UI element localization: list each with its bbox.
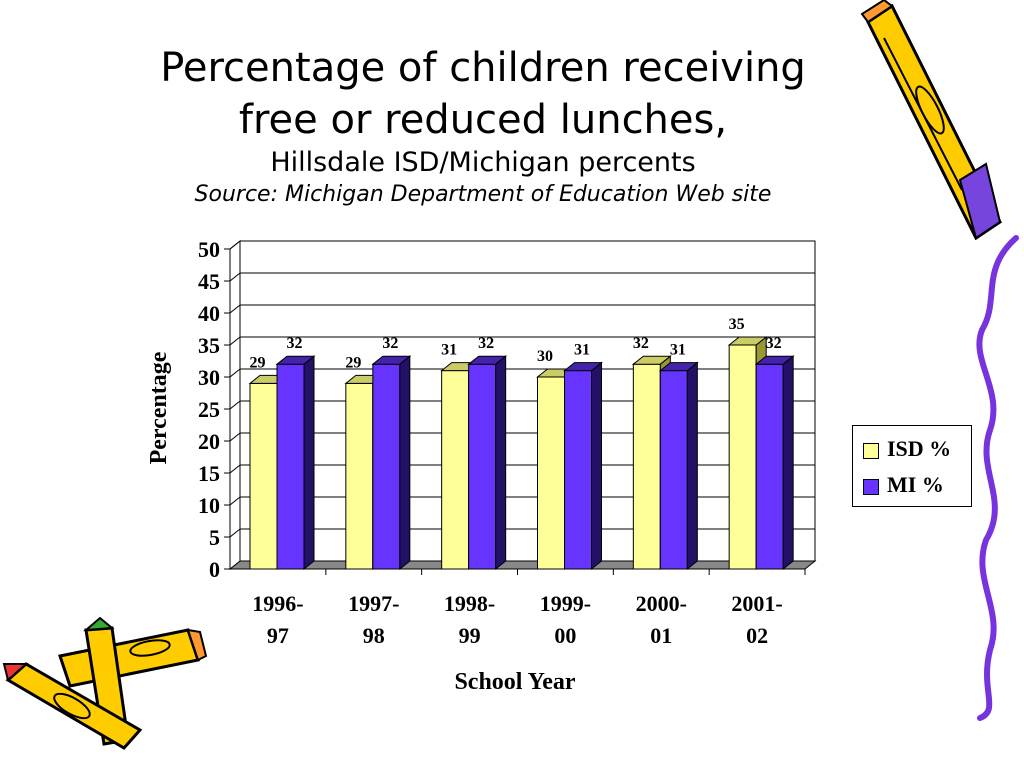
y-tick-label: 35 xyxy=(198,333,220,358)
y-tick-label: 5 xyxy=(209,525,220,550)
x-tick-label: 97 xyxy=(267,623,289,648)
x-tick-label: 1997- xyxy=(348,591,399,616)
gridline-side xyxy=(229,400,241,410)
y-tick-label: 10 xyxy=(198,493,220,518)
y-tick-label: 45 xyxy=(198,269,220,294)
gridline-side xyxy=(229,432,241,442)
chart-title-line-1: Percentage of children receiving xyxy=(160,45,806,91)
data-label: 32 xyxy=(382,335,398,352)
bar-top xyxy=(275,355,316,365)
data-label: 29 xyxy=(345,354,361,371)
bar-isd xyxy=(728,344,757,570)
y-tick-label: 20 xyxy=(198,429,220,454)
bar-side xyxy=(399,355,411,571)
chart-legend: ISD % MI % xyxy=(852,425,972,507)
bar-mi xyxy=(755,363,784,570)
bar-top xyxy=(727,336,768,346)
bar-top xyxy=(658,362,699,372)
bar-isd xyxy=(537,376,565,570)
gridline-side xyxy=(229,240,241,250)
gridline-side xyxy=(229,464,241,474)
bar-isd xyxy=(249,382,278,570)
y-tick-label: 15 xyxy=(198,461,220,486)
bar-mi xyxy=(564,370,592,570)
gridline-side xyxy=(229,368,241,378)
chart-subtitle: Hillsdale ISD/Michigan percents xyxy=(270,147,696,178)
pencil-icon xyxy=(860,0,1002,241)
bar-mi xyxy=(468,363,497,570)
chart-floor xyxy=(228,560,817,570)
legend-item-isd: ISD % xyxy=(863,436,951,462)
bar-top xyxy=(754,355,795,365)
x-tick-label: 2001- xyxy=(731,591,782,616)
chart-source: Source: Michigan Department of Education… xyxy=(194,182,772,207)
legend-swatch-isd xyxy=(863,442,879,459)
bar-side xyxy=(495,355,507,571)
x-tick-label: 1999- xyxy=(540,591,591,616)
y-axis-title: Percentage xyxy=(146,351,172,464)
x-tick-label: 02 xyxy=(746,623,768,648)
bar-mi xyxy=(276,363,305,570)
y-tick-label: 50 xyxy=(198,237,220,262)
bar-isd xyxy=(632,363,661,570)
gridline-side xyxy=(229,496,241,506)
bar-mi xyxy=(659,370,688,570)
gridline-side xyxy=(229,528,241,538)
squiggle-decoration xyxy=(976,235,1019,721)
bar-isd xyxy=(345,382,374,570)
gridline-side xyxy=(229,336,241,346)
bar-side xyxy=(686,361,698,571)
x-tick-label: 99 xyxy=(459,623,481,648)
gridline-side xyxy=(229,272,241,282)
bar-side xyxy=(782,355,794,571)
x-tick-label: 2000- xyxy=(636,591,687,616)
crayon-icon xyxy=(2,616,208,750)
bar-top xyxy=(563,362,603,372)
data-label: 35 xyxy=(729,316,745,333)
legend-label-isd: ISD % xyxy=(887,436,952,461)
y-tick-label: 30 xyxy=(198,365,220,390)
x-axis-title: School Year xyxy=(454,669,575,695)
data-label: 31 xyxy=(574,342,590,359)
bar-top xyxy=(467,355,508,365)
x-tick-label: 1998- xyxy=(444,591,495,616)
data-label: 31 xyxy=(670,342,686,359)
bar-top xyxy=(631,355,672,365)
data-label: 32 xyxy=(766,335,782,352)
chart-titles: Percentage of children receiving free or… xyxy=(0,42,966,210)
x-tick-label: 1996- xyxy=(252,591,303,616)
x-tick-label: 00 xyxy=(554,623,576,648)
data-label: 29 xyxy=(250,354,266,371)
x-tick-label: 01 xyxy=(650,623,672,648)
y-tick-label: 40 xyxy=(198,301,220,326)
data-label: 32 xyxy=(633,335,649,352)
y-tick-label: 25 xyxy=(198,397,220,422)
data-label: 32 xyxy=(287,335,303,352)
y-tick-label: 0 xyxy=(209,557,220,582)
data-label: 31 xyxy=(441,342,457,359)
gridline-side xyxy=(229,304,241,314)
legend-label-mi: MI % xyxy=(887,472,944,497)
data-label: 30 xyxy=(537,348,553,365)
legend-item-mi: MI % xyxy=(863,472,944,498)
chart-title-line-2: free or reduced lunches, xyxy=(238,97,728,143)
bar-top xyxy=(371,355,412,365)
x-tick-label: 98 xyxy=(363,623,385,648)
bar-side xyxy=(303,355,315,571)
data-label: 32 xyxy=(478,335,494,352)
bar-side xyxy=(591,361,602,571)
legend-swatch-mi xyxy=(863,478,879,495)
bar-mi xyxy=(372,363,401,570)
bar-isd xyxy=(441,370,470,570)
